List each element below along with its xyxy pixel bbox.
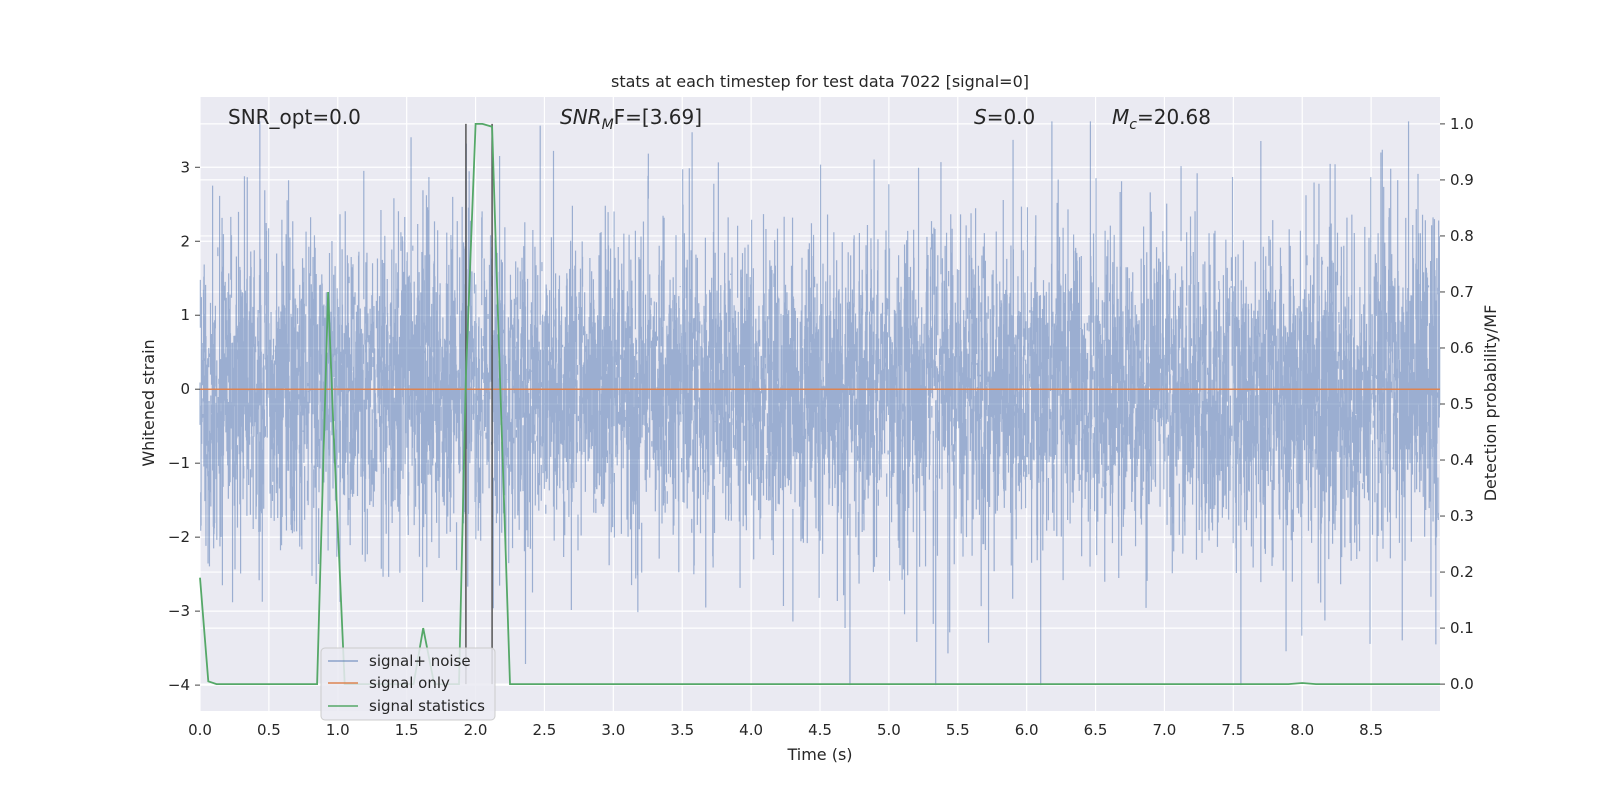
y-tick-label: −3 <box>168 602 190 620</box>
x-tick-label: 1.0 <box>326 721 350 739</box>
legend-label-signal-noise: signal+ noise <box>369 652 471 670</box>
x-tick-label: 5.0 <box>877 721 901 739</box>
y-tick-label: −4 <box>168 676 190 694</box>
annotation-snr-mf-rest: F=[3.69] <box>614 105 702 129</box>
x-tick-label: 2.5 <box>533 721 557 739</box>
annotation-mc: Mc=20.68 <box>1112 105 1211 133</box>
x-tick-label: 6.0 <box>1015 721 1039 739</box>
x-tick-label: 7.0 <box>1153 721 1177 739</box>
y2-tick-label: 0.6 <box>1450 339 1474 357</box>
x-tick-label: 8.5 <box>1359 721 1383 739</box>
series-signal-statistics-line <box>199 123 1440 685</box>
y2-tick-label: 0.5 <box>1450 395 1474 413</box>
y-tick-label: 1 <box>180 306 190 324</box>
y2-tick-label: 0.0 <box>1450 675 1474 693</box>
legend: signal+ noise signal only signal statist… <box>320 647 496 721</box>
y-tick-label: 3 <box>180 158 190 176</box>
x-axis-ticks: 0.0 0.5 1.0 1.5 2.0 2.5 3.0 3.5 4.0 4.5 5.0 5.5 6.0 6… <box>188 721 1383 739</box>
y2-axis-label: Detection probability/MF <box>1481 305 1500 502</box>
annotation-mc-rest: =20.68 <box>1137 105 1211 129</box>
x-tick-label: 3.5 <box>670 721 694 739</box>
x-tick-label: 2.0 <box>464 721 488 739</box>
x-axis-label: Time (s) <box>786 745 852 764</box>
y2-tick-label: 0.7 <box>1450 283 1474 301</box>
y2-tick-label: 0.8 <box>1450 227 1474 245</box>
y2-tick-label: 1.0 <box>1450 115 1474 133</box>
x-tick-label: 4.5 <box>808 721 832 739</box>
x-tick-label: 5.5 <box>946 721 970 739</box>
x-tick-label: 6.5 <box>1084 721 1108 739</box>
legend-box <box>320 647 496 721</box>
y2-tick-label: 0.1 <box>1450 619 1474 637</box>
y-tick-label: −2 <box>168 528 190 546</box>
y-tick-label: −1 <box>168 454 190 472</box>
annotation-snr-mf-main: SNR <box>560 105 602 129</box>
y-axis-label: Whitened strain <box>139 339 158 466</box>
y2-tick-label: 0.2 <box>1450 563 1474 581</box>
x-tick-label: 7.5 <box>1221 721 1245 739</box>
x-tick-label: 0.5 <box>257 721 281 739</box>
y-axis-ticks: 3 2 1 0 −1 −2 −3 −4 <box>168 158 200 694</box>
y2-tick-label: 0.3 <box>1450 507 1474 525</box>
y2-tick-label: 0.9 <box>1450 171 1474 189</box>
y2-axis-ticks: 1.0 0.9 0.8 0.7 0.6 0.5 0.4 0.3 0.2 0.1 0.0 <box>1440 115 1474 693</box>
annotation-snr-mf: SNRMF=[3.69] <box>560 105 702 133</box>
annotation-mc-main: M <box>1112 105 1129 129</box>
chart-title: stats at each timestep for test data 702… <box>611 72 1029 91</box>
x-tick-label: 0.0 <box>188 721 212 739</box>
x-tick-label: 4.0 <box>739 721 763 739</box>
annotation-s-rest: =0.0 <box>987 105 1036 129</box>
annotation-s-main: S <box>974 105 987 129</box>
y-tick-label: 2 <box>180 232 190 250</box>
annotation-mc-sub: c <box>1129 117 1137 133</box>
annotation-s: S=0.0 <box>974 105 1035 129</box>
x-tick-label: 8.0 <box>1290 721 1314 739</box>
y-tick-label: 0 <box>180 380 190 398</box>
x-tick-label: 1.5 <box>395 721 419 739</box>
x-tick-label: 3.0 <box>601 721 625 739</box>
series-signal-noise-line <box>199 121 1441 686</box>
legend-label-signal-statistics: signal statistics <box>369 697 485 715</box>
legend-label-signal-only: signal only <box>369 674 450 692</box>
annotation-snr-mf-sub: M <box>602 117 614 133</box>
annotation-snr-opt: SNR_opt=0.0 <box>228 105 361 129</box>
y2-tick-label: 0.4 <box>1450 451 1474 469</box>
